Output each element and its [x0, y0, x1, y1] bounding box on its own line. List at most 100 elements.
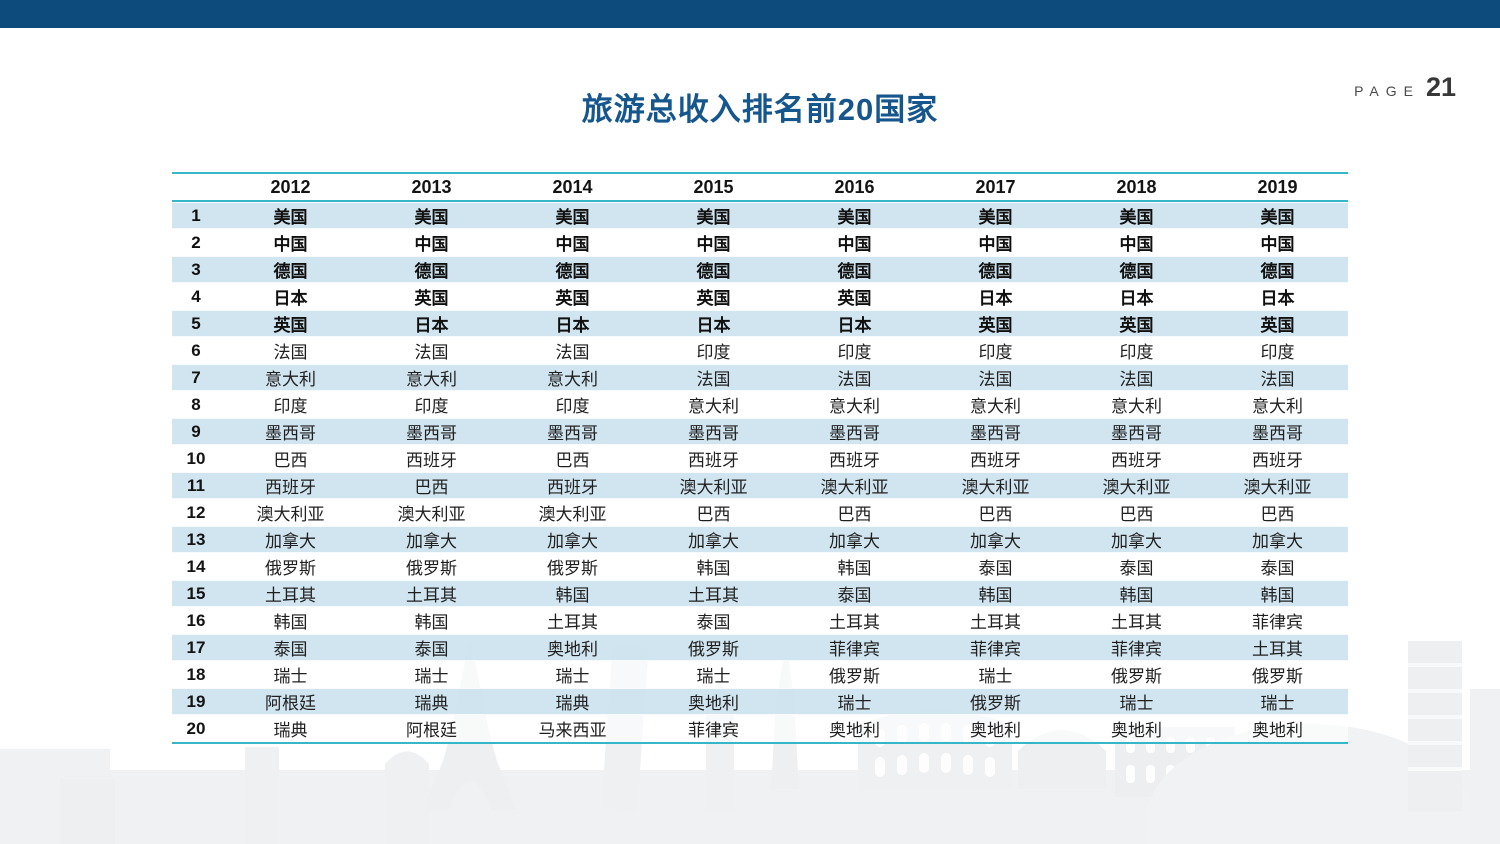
country-cell: 墨西哥	[361, 418, 502, 445]
country-cell: 韩国	[925, 580, 1066, 607]
country-cell: 印度	[220, 391, 361, 418]
rank-cell: 20	[172, 715, 220, 744]
page-number: 21	[1425, 72, 1456, 102]
country-cell: 意大利	[1207, 391, 1348, 418]
rank-cell: 6	[172, 337, 220, 364]
country-cell: 瑞士	[784, 688, 925, 715]
country-cell: 加拿大	[220, 526, 361, 553]
country-cell: 加拿大	[1066, 526, 1207, 553]
country-cell: 德国	[502, 256, 643, 283]
table-row: 3 德国 德国 德国 德国 德国 德国 德国 德国	[172, 256, 1348, 283]
country-cell: 泰国	[784, 580, 925, 607]
country-cell: 泰国	[1207, 553, 1348, 580]
country-cell: 奥地利	[925, 715, 1066, 744]
rank-cell: 19	[172, 688, 220, 715]
table-row: 1 美国 美国 美国 美国 美国 美国 美国 美国	[172, 202, 1348, 229]
country-cell: 韩国	[1066, 580, 1207, 607]
country-cell: 菲律宾	[1066, 634, 1207, 661]
country-cell: 巴西	[1207, 499, 1348, 526]
country-cell: 中国	[220, 229, 361, 256]
country-cell: 澳大利亚	[925, 472, 1066, 499]
country-cell: 澳大利亚	[361, 499, 502, 526]
country-cell: 韩国	[220, 607, 361, 634]
country-cell: 韩国	[643, 553, 784, 580]
rank-cell: 4	[172, 283, 220, 310]
country-cell: 法国	[643, 364, 784, 391]
table-row: 7 意大利 意大利 意大利 法国 法国 法国 法国 法国	[172, 364, 1348, 391]
country-cell: 加拿大	[643, 526, 784, 553]
country-cell: 意大利	[361, 364, 502, 391]
country-cell: 印度	[361, 391, 502, 418]
country-cell: 奥地利	[784, 715, 925, 744]
country-cell: 墨西哥	[1207, 418, 1348, 445]
table-row: 15 土耳其 土耳其 韩国 土耳其 泰国 韩国 韩国 韩国	[172, 580, 1348, 607]
country-cell: 韩国	[1207, 580, 1348, 607]
country-cell: 法国	[925, 364, 1066, 391]
country-cell: 澳大利亚	[1066, 472, 1207, 499]
country-cell: 德国	[784, 256, 925, 283]
country-cell: 俄罗斯	[925, 688, 1066, 715]
country-cell: 意大利	[220, 364, 361, 391]
country-cell: 西班牙	[784, 445, 925, 472]
country-cell: 中国	[1207, 229, 1348, 256]
country-cell: 泰国	[925, 553, 1066, 580]
country-cell: 西班牙	[502, 472, 643, 499]
country-cell: 瑞士	[1066, 688, 1207, 715]
country-cell: 菲律宾	[925, 634, 1066, 661]
country-cell: 西班牙	[1066, 445, 1207, 472]
country-cell: 法国	[784, 364, 925, 391]
country-cell: 澳大利亚	[220, 499, 361, 526]
country-cell: 日本	[220, 283, 361, 310]
country-cell: 西班牙	[925, 445, 1066, 472]
rank-cell: 1	[172, 202, 220, 229]
country-cell: 巴西	[220, 445, 361, 472]
page-label: PAGE	[1354, 83, 1420, 99]
country-cell: 法国	[502, 337, 643, 364]
country-cell: 奥地利	[502, 634, 643, 661]
country-cell: 土耳其	[1207, 634, 1348, 661]
country-cell: 土耳其	[220, 580, 361, 607]
country-cell: 澳大利亚	[784, 472, 925, 499]
country-cell: 巴西	[1066, 499, 1207, 526]
country-cell: 中国	[643, 229, 784, 256]
country-cell: 中国	[502, 229, 643, 256]
rank-cell: 3	[172, 256, 220, 283]
country-cell: 泰国	[643, 607, 784, 634]
rank-cell: 13	[172, 526, 220, 553]
table-row: 6 法国 法国 法国 印度 印度 印度 印度 印度	[172, 337, 1348, 364]
country-cell: 英国	[1066, 310, 1207, 337]
country-cell: 土耳其	[1066, 607, 1207, 634]
country-cell: 墨西哥	[220, 418, 361, 445]
year-header-cell: 2015	[643, 172, 784, 202]
country-cell: 韩国	[784, 553, 925, 580]
country-cell: 西班牙	[643, 445, 784, 472]
country-cell: 美国	[1066, 202, 1207, 229]
country-cell: 墨西哥	[925, 418, 1066, 445]
country-cell: 加拿大	[361, 526, 502, 553]
country-cell: 韩国	[502, 580, 643, 607]
country-cell: 德国	[361, 256, 502, 283]
country-cell: 印度	[925, 337, 1066, 364]
country-cell: 墨西哥	[1066, 418, 1207, 445]
country-cell: 墨西哥	[643, 418, 784, 445]
rank-cell: 17	[172, 634, 220, 661]
country-cell: 瑞典	[220, 715, 361, 744]
top-navy-bar	[0, 0, 1500, 28]
country-cell: 意大利	[784, 391, 925, 418]
country-cell: 加拿大	[1207, 526, 1348, 553]
country-cell: 菲律宾	[784, 634, 925, 661]
year-header-cell: 2012	[220, 172, 361, 202]
country-cell: 泰国	[361, 634, 502, 661]
country-cell: 奥地利	[643, 688, 784, 715]
country-cell: 菲律宾	[643, 715, 784, 744]
table-row: 4 日本 英国 英国 英国 英国 日本 日本 日本	[172, 283, 1348, 310]
year-header-cell: 2018	[1066, 172, 1207, 202]
country-cell: 日本	[502, 310, 643, 337]
rank-cell: 16	[172, 607, 220, 634]
country-cell: 印度	[1066, 337, 1207, 364]
country-cell: 意大利	[502, 364, 643, 391]
country-cell: 英国	[502, 283, 643, 310]
country-cell: 澳大利亚	[643, 472, 784, 499]
year-header-cell: 2016	[784, 172, 925, 202]
